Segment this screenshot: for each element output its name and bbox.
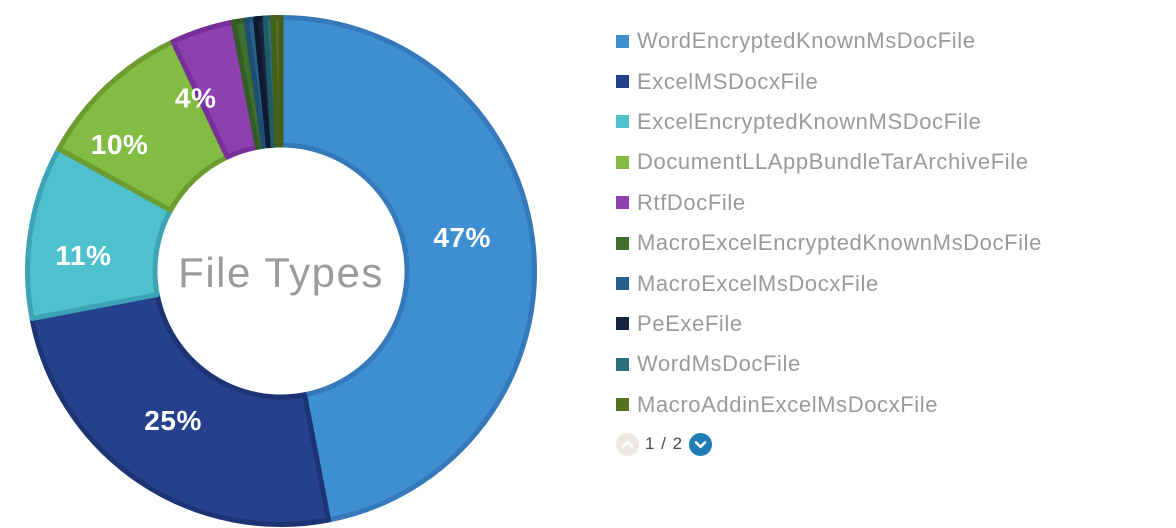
- chevron-down-icon: [694, 441, 707, 449]
- pie-slice-ExcelMSDocxFile[interactable]: [29, 292, 332, 527]
- legend-item[interactable]: MacroAddinExcelMsDocxFile: [616, 385, 1042, 425]
- legend-label: ExcelEncryptedKnownMSDocFile: [637, 108, 982, 134]
- legend-label: ExcelMSDocxFile: [637, 68, 819, 94]
- legend-item[interactable]: ExcelMSDocxFile: [616, 61, 1042, 101]
- legend-label: PeExeFile: [637, 310, 743, 336]
- slice-percent-label: 11%: [55, 240, 111, 271]
- legend-label: MacroAddinExcelMsDocxFile: [637, 391, 939, 417]
- chart-legend: WordEncryptedKnownMsDocFile ExcelMSDocxF…: [616, 21, 1042, 456]
- legend-swatch: [616, 196, 629, 210]
- slice-percent-label: 4%: [175, 82, 216, 113]
- legend-label: WordEncryptedKnownMsDocFile: [637, 28, 976, 54]
- legend-pager: 1 / 2: [616, 432, 1042, 456]
- donut-chart: 47% 25% 11% 10% 4% File Types: [25, 15, 537, 527]
- legend-item[interactable]: RtfDocFile: [616, 183, 1042, 223]
- legend-item[interactable]: MacroExcelMsDocxFile: [616, 263, 1042, 303]
- legend-swatch: [616, 75, 629, 89]
- legend-item[interactable]: WordEncryptedKnownMsDocFile: [616, 21, 1042, 61]
- slice-percent-label: 25%: [144, 405, 202, 436]
- legend-swatch: [616, 277, 629, 291]
- legend-swatch: [616, 398, 629, 412]
- legend-item[interactable]: WordMsDocFile: [616, 344, 1042, 384]
- legend-item[interactable]: MacroExcelEncryptedKnownMsDocFile: [616, 223, 1042, 263]
- legend-label: MacroExcelEncryptedKnownMsDocFile: [637, 230, 1042, 256]
- legend-page-up-button[interactable]: [616, 432, 639, 456]
- legend-label: MacroExcelMsDocxFile: [637, 270, 879, 296]
- legend-swatch: [616, 155, 629, 169]
- pie-slice-WordEncryptedKnownMsDocFile[interactable]: [278, 15, 537, 523]
- legend-page-down-button[interactable]: [689, 432, 713, 456]
- legend-item[interactable]: DocumentLLAppBundleTarArchiveFile: [616, 142, 1042, 182]
- slice-percent-label: 10%: [91, 129, 149, 160]
- legend-label: WordMsDocFile: [637, 351, 801, 377]
- legend-item[interactable]: ExcelEncryptedKnownMSDocFile: [616, 102, 1042, 142]
- chart-center-title: File Types: [178, 249, 384, 296]
- legend-swatch: [616, 236, 629, 250]
- legend-item[interactable]: PeExeFile: [616, 304, 1042, 344]
- legend-swatch: [616, 34, 629, 48]
- legend-page-indicator: 1 / 2: [645, 434, 684, 454]
- legend-swatch: [616, 317, 629, 331]
- chevron-up-icon: [621, 440, 634, 448]
- slice-percent-label: 47%: [433, 222, 491, 253]
- legend-items: WordEncryptedKnownMsDocFile ExcelMSDocxF…: [616, 21, 1042, 425]
- legend-swatch: [616, 115, 629, 129]
- legend-swatch: [616, 357, 629, 371]
- pie-slice-MacroAddinExcelMsDocxFile[interactable]: [270, 15, 284, 148]
- legend-label: RtfDocFile: [637, 189, 746, 215]
- legend-label: DocumentLLAppBundleTarArchiveFile: [637, 149, 1029, 175]
